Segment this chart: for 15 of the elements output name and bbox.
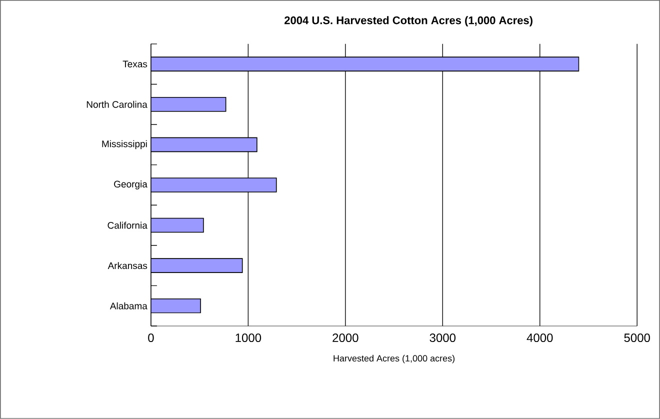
x-tick-label: 2000: [332, 334, 358, 342]
x-axis-title: Harvested Acres (1,000 acres): [334, 354, 454, 364]
y-tick-label: Alabama: [110, 302, 148, 310]
x-tick-label: 4000: [526, 334, 553, 342]
y-tick-label: North Carolina: [86, 100, 148, 108]
x-tick-label: 5000: [624, 334, 650, 342]
y-tick-label: Georgia: [114, 180, 148, 190]
y-tick-label: Mississippi: [102, 140, 147, 150]
x-tick-label: 0: [148, 334, 154, 342]
y-tick-label: Texas: [122, 60, 148, 68]
x-tick-label: 3000: [430, 334, 456, 342]
chart-title: 2004 U.S. Harvested Cotton Acres (1,000 Acres): [284, 16, 532, 26]
x-tick-label: 1000: [236, 334, 262, 342]
y-tick-label: Arkansas: [108, 262, 148, 270]
y-tick-label: California: [108, 222, 148, 229]
